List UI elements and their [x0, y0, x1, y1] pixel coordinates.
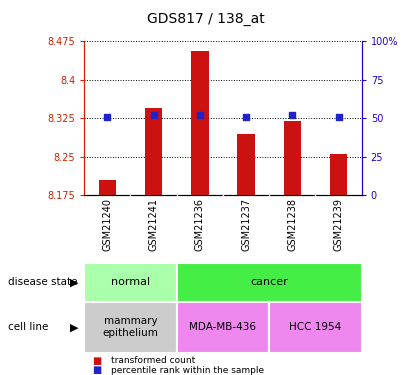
Text: ▶: ▶	[70, 277, 78, 287]
Text: normal: normal	[111, 277, 150, 287]
Point	[196, 112, 203, 118]
Point	[104, 114, 111, 120]
Text: cell line: cell line	[8, 322, 48, 332]
Bar	[237, 134, 255, 195]
Text: GDS817 / 138_at: GDS817 / 138_at	[147, 12, 264, 26]
Bar	[269, 302, 362, 352]
Bar	[177, 262, 362, 302]
Bar	[191, 51, 209, 195]
Bar	[84, 302, 177, 352]
Text: HCC 1954: HCC 1954	[289, 322, 342, 332]
Text: ▶: ▶	[70, 322, 78, 332]
Bar	[84, 262, 177, 302]
Text: ■: ■	[92, 356, 102, 366]
Point	[150, 112, 157, 118]
Text: percentile rank within the sample: percentile rank within the sample	[111, 366, 264, 375]
Bar	[145, 108, 162, 195]
Point	[243, 114, 249, 120]
Text: cancer: cancer	[250, 277, 288, 287]
Text: ■: ■	[92, 366, 102, 375]
Point	[289, 112, 296, 118]
Text: disease state: disease state	[8, 277, 78, 287]
Point	[335, 114, 342, 120]
Bar	[177, 302, 269, 352]
Bar	[284, 121, 301, 195]
Bar	[99, 180, 116, 195]
Text: transformed count: transformed count	[111, 356, 195, 365]
Text: MDA-MB-436: MDA-MB-436	[189, 322, 256, 332]
Bar	[330, 154, 347, 195]
Text: mammary
epithelium: mammary epithelium	[103, 316, 158, 338]
